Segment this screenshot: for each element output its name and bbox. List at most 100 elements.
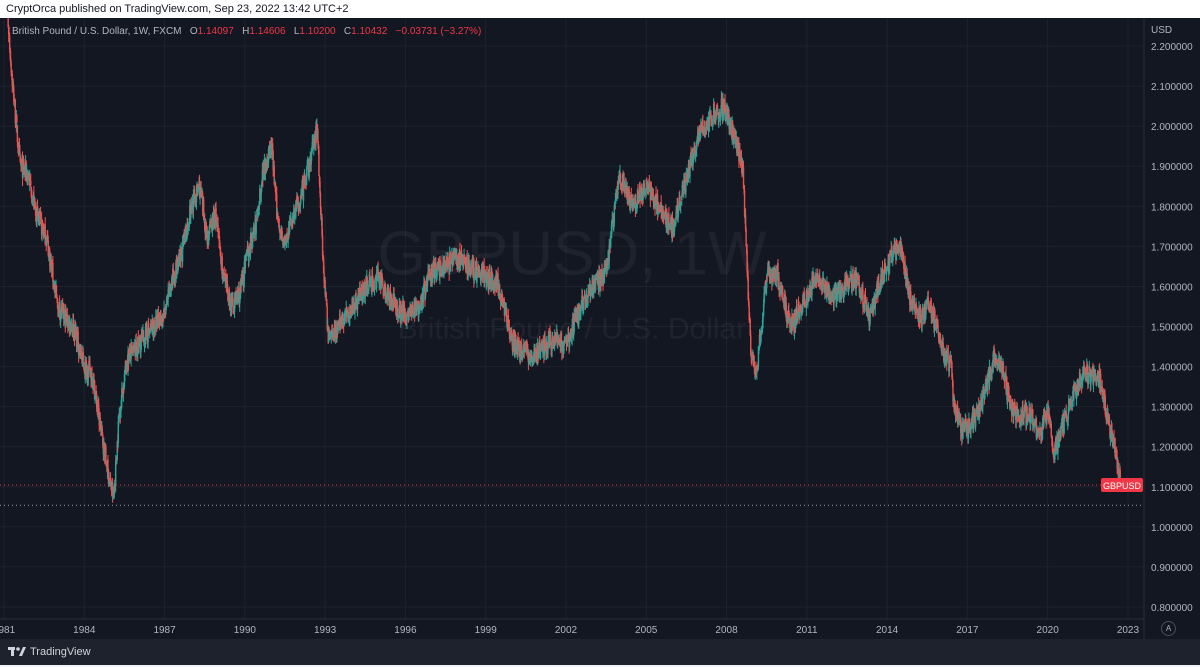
candle-body	[439, 271, 441, 278]
candle-body	[994, 364, 996, 366]
candle-body	[793, 310, 796, 332]
candle-body	[858, 282, 861, 292]
candle-body	[213, 211, 215, 217]
candle-body	[522, 349, 524, 358]
candle-body	[89, 364, 91, 374]
chart-pane[interactable]: 0.800000 0.900000 1.000000 1.100000 1.200000…	[0, 18, 1200, 639]
candle-body	[281, 237, 284, 240]
candle-body	[535, 349, 538, 363]
candle-body	[970, 427, 972, 432]
candle-body	[786, 316, 788, 321]
candle-body	[489, 267, 491, 285]
candle-body	[181, 240, 184, 262]
candle-body	[854, 270, 856, 285]
candle-body	[253, 227, 255, 235]
candle-body	[297, 200, 299, 203]
candle-body	[728, 121, 731, 129]
candle-body	[246, 249, 248, 254]
candle-body	[718, 118, 720, 121]
candle-body	[122, 393, 124, 397]
candle-body	[939, 334, 941, 342]
candle-body	[843, 287, 846, 295]
candle-body	[874, 294, 876, 309]
candle-body	[311, 149, 313, 155]
candle-body	[822, 276, 824, 280]
candle-body	[893, 245, 895, 250]
candle-body	[646, 179, 648, 182]
candle-body	[544, 345, 547, 347]
candle-body	[948, 359, 951, 372]
candle-body	[316, 125, 318, 138]
candle-body	[408, 311, 410, 321]
candle-body	[720, 108, 722, 118]
candle-body	[308, 162, 310, 178]
candle-body	[1057, 432, 1060, 440]
candle-body	[435, 264, 437, 269]
candle-body	[737, 144, 739, 156]
price-chart[interactable]: 0.800000 0.900000 1.000000 1.100000 1.200000…	[0, 18, 1200, 639]
candle-body	[225, 275, 228, 286]
candle-body	[43, 228, 45, 236]
candle-body	[108, 479, 111, 480]
candle-body	[188, 225, 190, 229]
candle-body	[148, 330, 151, 332]
candle-body	[788, 310, 790, 315]
candle-body	[597, 274, 599, 285]
candle-body	[684, 178, 686, 188]
candle-body	[318, 176, 321, 184]
candle-body	[1071, 400, 1074, 407]
candle-body	[554, 336, 557, 340]
candle-body	[208, 225, 211, 235]
candle-body	[896, 244, 899, 249]
candle-body	[454, 255, 457, 258]
candle-body	[629, 198, 631, 209]
candle-body	[331, 331, 334, 333]
candle-body	[567, 334, 570, 338]
candle-body	[102, 434, 104, 446]
candle-body	[744, 214, 747, 231]
candle-body	[997, 367, 999, 369]
candle-body	[1051, 437, 1053, 445]
candle-body	[218, 239, 221, 248]
candle-body	[204, 217, 206, 231]
candle-body	[29, 175, 31, 182]
candle-body	[286, 234, 288, 241]
candle-body	[350, 307, 353, 312]
candle-body	[810, 286, 812, 299]
candle-body	[915, 303, 917, 313]
candle-body	[660, 202, 662, 214]
candle-body	[358, 297, 360, 301]
candle-body	[604, 263, 606, 270]
candle-body	[869, 312, 871, 324]
candle-body	[459, 250, 461, 265]
candle-body	[884, 267, 887, 272]
candle-body	[861, 290, 863, 299]
candle-body	[611, 219, 613, 221]
candle-body	[1118, 472, 1120, 479]
candle-body	[202, 199, 205, 220]
candle-body	[131, 346, 133, 349]
candle-body	[934, 310, 936, 330]
candle-body	[1023, 407, 1026, 413]
x-tick-label: 1987	[153, 625, 176, 636]
x-tick-label: 2014	[876, 625, 899, 636]
candle-body	[1008, 392, 1010, 399]
candle-body	[494, 285, 497, 288]
candle-body	[864, 295, 867, 304]
candle-body	[299, 201, 302, 207]
candle-body	[951, 376, 954, 381]
candle-body	[232, 308, 235, 313]
candle-body	[708, 116, 711, 126]
candle-body	[1105, 415, 1107, 418]
candle-body	[745, 229, 747, 247]
candle-body	[473, 260, 475, 281]
tradingview-logo[interactable]: TradingView	[0, 639, 91, 665]
candle-body	[463, 254, 466, 263]
candle-body	[671, 218, 674, 235]
candle-body	[950, 360, 952, 365]
candle-body	[904, 263, 906, 272]
candle-body	[742, 162, 744, 167]
candle-body	[695, 148, 697, 153]
candle-body	[337, 323, 339, 333]
auto-scale-button[interactable]: A	[1161, 621, 1176, 636]
